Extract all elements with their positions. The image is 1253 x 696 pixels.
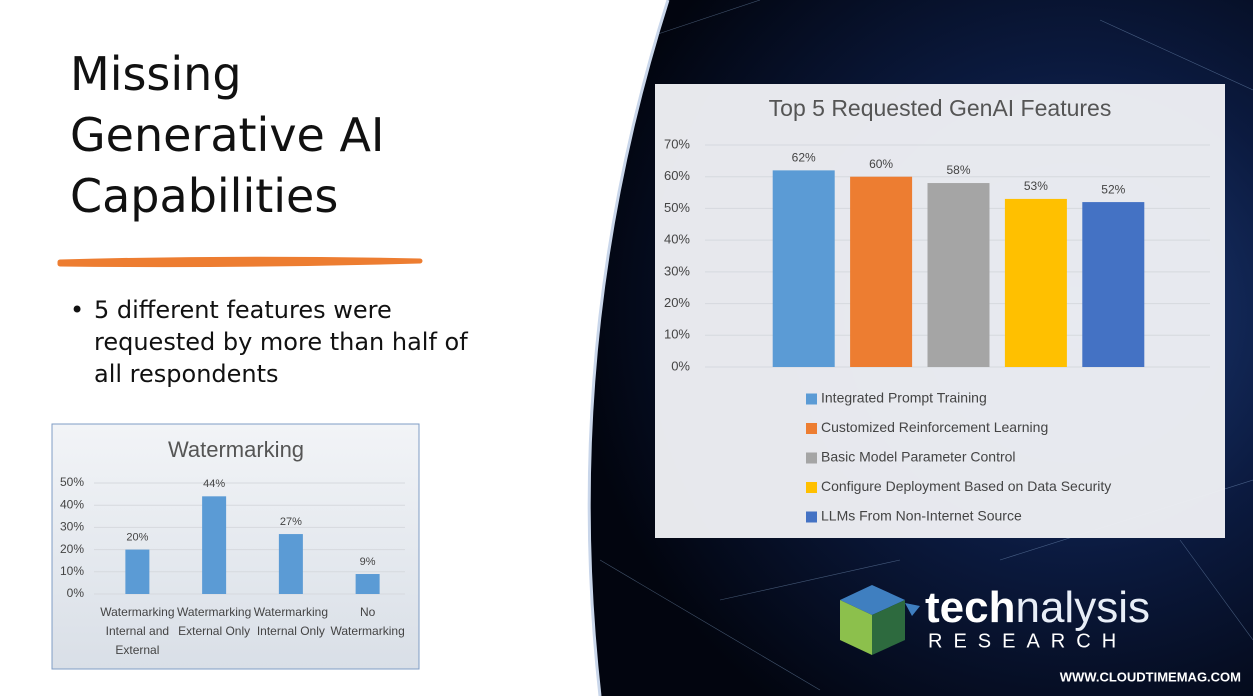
legend-swatch: [806, 511, 817, 523]
bar: [927, 183, 990, 367]
logo-subtitle: RESEARCH: [928, 630, 1127, 652]
y-tick-label: 10%: [60, 564, 84, 578]
y-tick-label: 60%: [664, 168, 690, 183]
y-tick-label: 0%: [671, 358, 690, 373]
data-label: 58%: [946, 163, 970, 177]
logo-text: technalysis: [925, 583, 1150, 632]
y-tick-label: 40%: [60, 497, 84, 511]
bullet: • 5 different features were requested by …: [70, 294, 470, 390]
legend-label: LLMs From Non-Internet Source: [821, 508, 1022, 524]
legend-label: Configure Deployment Based on Data Secur…: [821, 478, 1111, 494]
slide-title: Missing Generative AI Capabilities: [70, 47, 385, 223]
legend-label: Integrated Prompt Training: [821, 390, 987, 406]
legend-swatch: [806, 393, 817, 405]
data-label: 27%: [280, 516, 302, 528]
bar: [1082, 202, 1145, 367]
y-tick-label: 10%: [664, 327, 690, 342]
chart-title: Watermarking: [168, 437, 304, 462]
y-tick-label: 0%: [67, 586, 85, 600]
x-tick-label-box: Watermarking Internal and External: [100, 605, 175, 657]
chart-title: Top 5 Requested GenAI Features: [769, 95, 1112, 121]
bar: [202, 496, 227, 594]
bullet-dot: •: [70, 296, 85, 324]
title-underline: [57, 256, 423, 268]
bar: [278, 534, 303, 594]
bar: [850, 176, 913, 367]
bullet-text: 5 different features were requested by m…: [94, 296, 468, 388]
data-label: 53%: [1024, 179, 1048, 193]
bar: [772, 170, 835, 367]
bar: [1004, 198, 1067, 367]
bar: [125, 549, 150, 594]
data-label: 60%: [869, 157, 893, 171]
x-tick-label: Watermarking Internal and External: [100, 605, 175, 657]
bar: [355, 574, 380, 594]
y-tick-label: 50%: [60, 475, 84, 489]
data-label: 9%: [360, 556, 376, 568]
x-tick-label: Watermarking Internal Only: [253, 605, 328, 638]
y-tick-label: 40%: [664, 232, 690, 247]
y-tick-label: 50%: [664, 200, 690, 215]
y-tick-label: 70%: [664, 136, 690, 151]
y-tick-label: 20%: [60, 542, 84, 556]
data-label: 20%: [126, 532, 148, 544]
x-tick-label: Watermarking External Only: [177, 605, 252, 638]
y-tick-label: 30%: [60, 520, 84, 534]
x-tick-label-box: Watermarking External Only: [177, 605, 252, 638]
y-tick-label: 30%: [664, 263, 690, 278]
legend-label: Customized Reinforcement Learning: [821, 419, 1048, 435]
curve-edge: [587, 0, 670, 696]
x-tick-label-box: No Watermarking: [330, 605, 405, 638]
data-label: 44%: [203, 478, 225, 490]
legend-swatch: [806, 423, 817, 434]
logo-icon: [840, 585, 920, 655]
data-label: 62%: [792, 151, 816, 165]
website: WWW.CLOUDTIMEMAG.COM: [1060, 669, 1241, 684]
y-tick-label: 20%: [664, 295, 690, 310]
logo-part: tech: [925, 583, 1015, 632]
chart-panel: [51, 423, 420, 670]
legend-swatch: [806, 482, 817, 493]
x-tick-label-box: Watermarking Internal Only: [253, 605, 328, 638]
legend-swatch: [806, 452, 817, 464]
data-label: 52%: [1101, 182, 1125, 196]
legend-label: Basic Model Parameter Control: [821, 449, 1016, 465]
x-tick-label: No Watermarking: [330, 605, 405, 638]
logo-part: nalysis: [1015, 583, 1150, 632]
